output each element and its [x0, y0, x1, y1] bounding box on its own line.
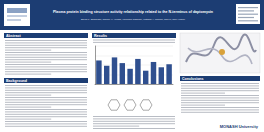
svg-text:Results: Results — [94, 34, 107, 38]
svg-text:Conclusions: Conclusions — [182, 77, 204, 81]
svg-text:Elena K. Schneider, Johnny X.: Elena K. Schneider, Johnny X. Huang, Vin… — [81, 18, 186, 21]
svg-text:Background: Background — [6, 79, 27, 83]
svg-text:Abstract: Abstract — [6, 34, 21, 38]
svg-text:Plasma protein binding structu: Plasma protein binding structure activit… — [53, 10, 213, 14]
svg-text:MONASH University: MONASH University — [220, 124, 259, 129]
